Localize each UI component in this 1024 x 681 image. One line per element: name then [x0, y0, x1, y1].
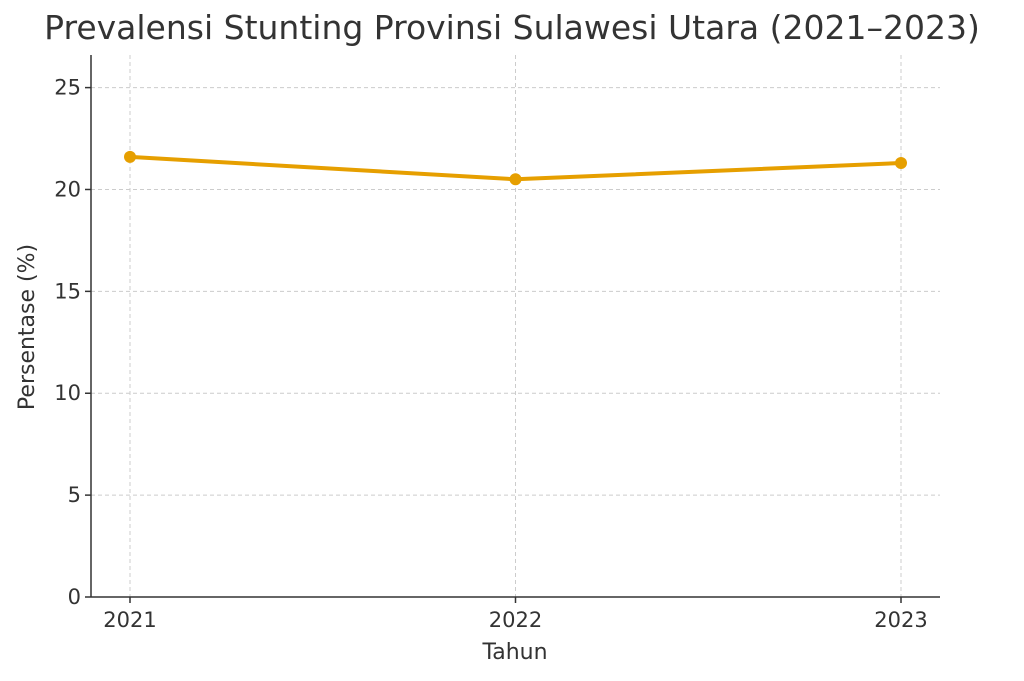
grid-lines [91, 55, 940, 597]
y-axis-label: Persentase (%) [15, 244, 40, 410]
axes [85, 55, 940, 603]
tick-labels: 0 5 10 15 20 25 2021 2022 2023 [54, 76, 927, 632]
y-tick-label: 15 [54, 279, 81, 303]
data-point [124, 150, 136, 163]
y-tick-label: 5 [68, 483, 81, 507]
y-tick-label: 10 [54, 381, 81, 405]
data-point [895, 156, 907, 169]
x-tick-label: 2023 [874, 608, 927, 632]
data-point [509, 173, 522, 186]
y-tick-label: 20 [54, 177, 81, 201]
y-tick-label: 0 [68, 585, 81, 609]
data-series [124, 150, 907, 186]
x-tick-label: 2021 [103, 608, 156, 632]
chart-title: Prevalensi Stunting Provinsi Sulawesi Ut… [44, 8, 980, 47]
x-tick-label: 2022 [489, 608, 542, 632]
x-axis-label: Tahun [481, 640, 547, 665]
y-tick-label: 25 [54, 76, 81, 100]
